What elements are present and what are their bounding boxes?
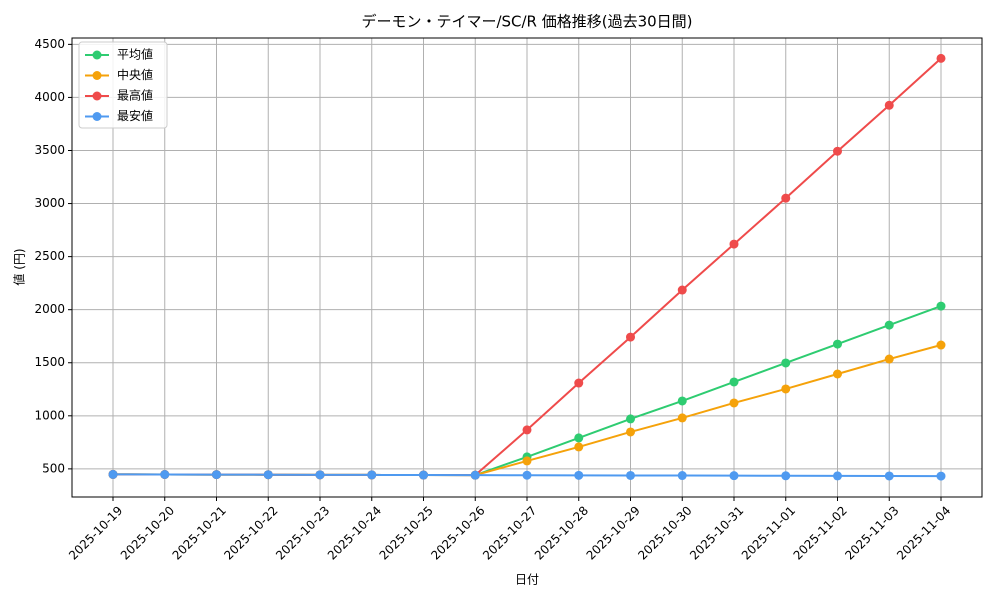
chart-title: デーモン・テイマー/SC/R 価格推移(過去30日間): [361, 13, 692, 31]
data-point: [626, 470, 635, 480]
data-point: [884, 354, 894, 364]
y-tick-label: 2500: [34, 249, 65, 263]
data-point: [936, 340, 946, 350]
legend-label: 平均値: [117, 47, 153, 62]
data-point: [884, 100, 894, 110]
legend-marker: [92, 71, 102, 80]
x-axis-label: 日付: [515, 573, 539, 587]
data-point: [729, 377, 739, 387]
y-tick-label: 1500: [34, 355, 65, 369]
data-point: [781, 193, 791, 203]
y-tick-label: 1000: [34, 408, 65, 422]
y-tick-label: 2000: [34, 302, 65, 316]
data-point: [574, 470, 584, 480]
data-point: [781, 471, 791, 481]
data-point: [419, 470, 428, 480]
y-axis-label: 値 (円): [12, 248, 27, 285]
legend-marker: [92, 50, 102, 60]
data-point: [574, 433, 584, 443]
data-point: [781, 358, 791, 368]
data-point: [677, 471, 687, 481]
data-point: [833, 146, 842, 156]
data-point: [936, 53, 946, 63]
data-point: [677, 285, 687, 295]
plot-frame: [71, 37, 983, 498]
data-point: [160, 470, 170, 480]
data-point: [626, 332, 635, 342]
data-point: [833, 471, 842, 481]
data-point: [781, 384, 791, 394]
data-point: [884, 320, 894, 330]
data-point: [574, 442, 584, 452]
data-point: [833, 339, 842, 349]
data-point: [626, 427, 635, 437]
data-point: [729, 239, 739, 249]
data-point: [574, 378, 584, 388]
data-point: [522, 456, 532, 466]
data-point: [315, 470, 325, 480]
data-point: [884, 471, 894, 481]
y-tick-label: 4000: [34, 90, 65, 104]
data-point: [263, 470, 273, 480]
y-tick-label: 500: [42, 461, 65, 475]
data-point: [108, 469, 118, 479]
y-tick-label: 3000: [34, 196, 65, 210]
data-point: [833, 369, 842, 379]
legend-marker: [92, 91, 102, 101]
data-point: [626, 414, 635, 424]
y-tick-label: 3500: [34, 143, 65, 157]
data-point: [367, 470, 377, 480]
data-point: [677, 413, 687, 423]
data-point: [729, 471, 739, 481]
legend-marker: [92, 112, 102, 121]
legend-label: 中央値: [117, 67, 153, 82]
data-point: [522, 470, 532, 480]
legend-label: 最安値: [117, 108, 153, 123]
data-point: [212, 470, 221, 480]
data-point: [936, 471, 946, 481]
data-point: [936, 301, 946, 311]
data-point: [522, 425, 532, 435]
data-point: [677, 396, 687, 406]
legend-label: 最高値: [117, 88, 153, 103]
y-tick-label: 4500: [34, 37, 65, 51]
legend-box: [78, 41, 168, 129]
data-point: [729, 398, 739, 408]
data-point: [470, 470, 480, 480]
